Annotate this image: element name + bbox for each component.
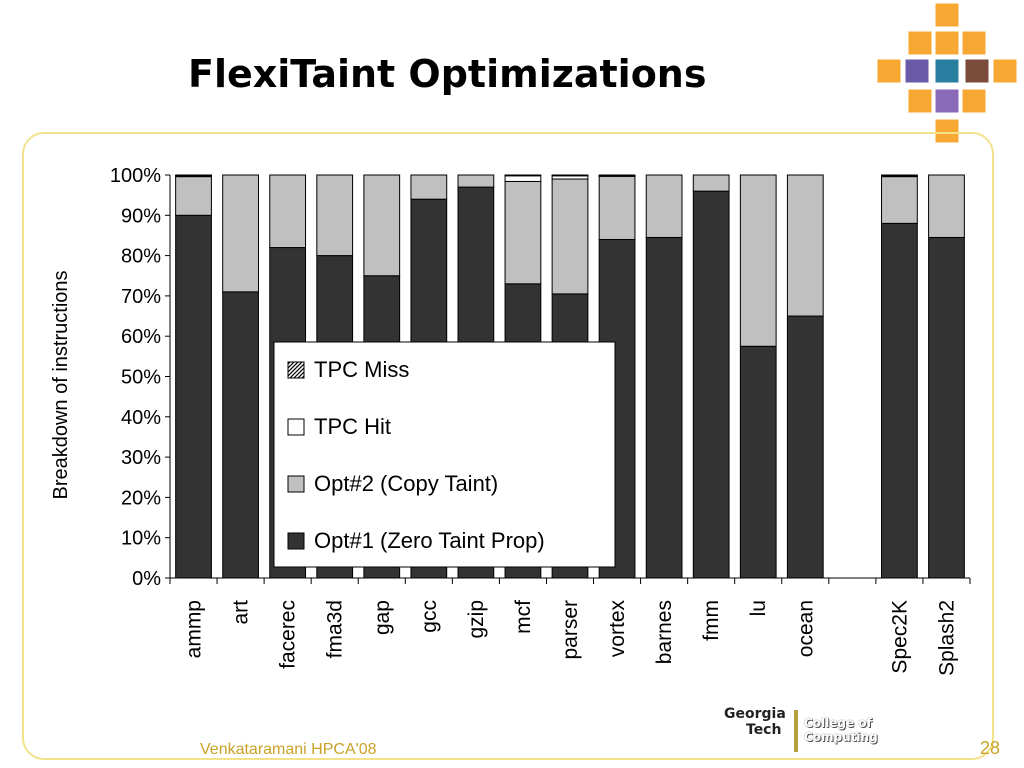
x-tick-label: ammp xyxy=(183,600,206,658)
bar-opt1 xyxy=(222,291,259,579)
y-tick-label: 20% xyxy=(121,487,161,509)
deco-tile xyxy=(961,30,987,56)
x-tick-label: art xyxy=(230,600,253,625)
legend-swatch-opt2 xyxy=(287,475,305,493)
x-tick-label: gcc xyxy=(418,600,441,633)
deco-tile xyxy=(907,30,933,56)
bar-opt2 xyxy=(175,176,212,216)
bar-opt1 xyxy=(692,190,730,579)
bar-tpc-miss xyxy=(175,174,212,177)
logo-college-line1: College of xyxy=(804,716,872,730)
x-tick-label: fma3d xyxy=(324,600,347,658)
deco-tile xyxy=(961,88,987,114)
y-axis-label: Breakdown of instructions xyxy=(50,270,72,499)
y-tick-label: 80% xyxy=(121,246,161,268)
content-frame xyxy=(22,132,994,760)
legend-label: Opt#1 (Zero Taint Prop) xyxy=(314,528,545,553)
y-tick-label: 90% xyxy=(121,205,161,227)
x-tick-label: Splash2 xyxy=(935,600,958,676)
legend-swatch-opt1 xyxy=(287,532,305,550)
y-tick-label: 100% xyxy=(110,165,161,187)
y-tick-label: 30% xyxy=(121,447,161,469)
logo-wordmark: Georgia Tech xyxy=(724,706,796,756)
legend-swatch-tpc-hit xyxy=(287,418,305,436)
bar-opt2 xyxy=(222,174,259,293)
legend-swatch-tpc-miss xyxy=(287,361,305,379)
georgia-tech-logo: Georgia Tech College of Computing xyxy=(724,706,890,756)
legend-box xyxy=(273,341,616,568)
bar-opt2 xyxy=(598,175,636,240)
bar-opt1 xyxy=(881,222,918,579)
bar-opt2 xyxy=(786,174,824,317)
bar-opt2 xyxy=(881,176,918,224)
bar-opt2 xyxy=(692,174,730,192)
bar-opt2 xyxy=(457,174,495,188)
bar-opt2 xyxy=(316,174,354,257)
bar-opt1 xyxy=(786,315,824,579)
y-tick-label: 40% xyxy=(121,407,161,429)
deco-tile xyxy=(992,58,1018,84)
deco-tile xyxy=(964,58,990,84)
bar-tpc-miss xyxy=(551,174,589,177)
logo-line1: Georgia xyxy=(724,706,786,722)
bar-opt2 xyxy=(410,174,448,200)
deco-tile xyxy=(934,2,960,28)
bar-opt2 xyxy=(363,174,401,277)
bar-opt2 xyxy=(504,180,542,285)
bar-opt1 xyxy=(645,236,683,579)
x-tick-label: ocean xyxy=(794,600,817,657)
logo-college-text: College of Computing xyxy=(804,716,878,744)
bar-opt1 xyxy=(928,236,965,579)
x-tick-label: mcf xyxy=(512,600,535,634)
logo-college-line2: Computing xyxy=(804,730,878,744)
bar-opt2 xyxy=(645,174,683,238)
deco-tile xyxy=(904,58,930,84)
decorative-tile-pattern xyxy=(876,2,1018,144)
chart-legend: TPC Miss TPC Hit Opt#2 (Copy Taint) Opt#1 (… xyxy=(273,341,616,568)
legend-label: TPC Hit xyxy=(314,414,391,439)
footer-author: Venkataramani HPCA'08 xyxy=(200,741,377,758)
logo-divider xyxy=(794,710,798,752)
y-tick-label: 10% xyxy=(121,528,161,550)
bar-opt2 xyxy=(739,174,777,347)
deco-tile xyxy=(876,58,902,84)
x-tick-label: fmm xyxy=(700,600,723,641)
bar-opt2 xyxy=(551,178,589,295)
deco-tile xyxy=(934,118,960,144)
logo-line2: Tech xyxy=(746,722,782,738)
page-number: 28 xyxy=(980,738,1001,758)
deco-tile xyxy=(934,58,960,84)
deco-tile xyxy=(934,30,960,56)
legend-label: Opt#2 (Copy Taint) xyxy=(314,471,498,496)
bar-opt2 xyxy=(269,174,307,249)
x-tick-label: gzip xyxy=(465,600,488,639)
bar-tpc-miss xyxy=(504,174,542,177)
x-tick-label: Spec2K xyxy=(888,600,911,674)
y-tick-label: 60% xyxy=(121,326,161,348)
bar-opt1 xyxy=(739,345,777,579)
x-tick-label: facerec xyxy=(277,600,300,669)
y-tick-label: 0% xyxy=(132,568,161,590)
x-tick-label: parser xyxy=(559,600,582,660)
x-tick-label: barnes xyxy=(653,600,676,664)
legend-label: TPC Miss xyxy=(314,357,409,382)
bar-tpc-hit xyxy=(504,175,542,182)
bar-tpc-miss xyxy=(881,174,918,177)
deco-tile xyxy=(934,88,960,114)
bar-opt2 xyxy=(928,174,965,238)
bar-opt1 xyxy=(175,214,212,579)
x-tick-label: gap xyxy=(371,600,394,635)
y-tick-label: 70% xyxy=(121,286,161,308)
deco-tile xyxy=(907,88,933,114)
slide-title: FlexiTaint Optimizations xyxy=(188,52,707,96)
bar-tpc-miss xyxy=(598,174,636,177)
x-tick-label: vortex xyxy=(606,600,629,658)
y-tick-label: 50% xyxy=(121,367,161,389)
x-tick-label: lu xyxy=(747,600,770,616)
